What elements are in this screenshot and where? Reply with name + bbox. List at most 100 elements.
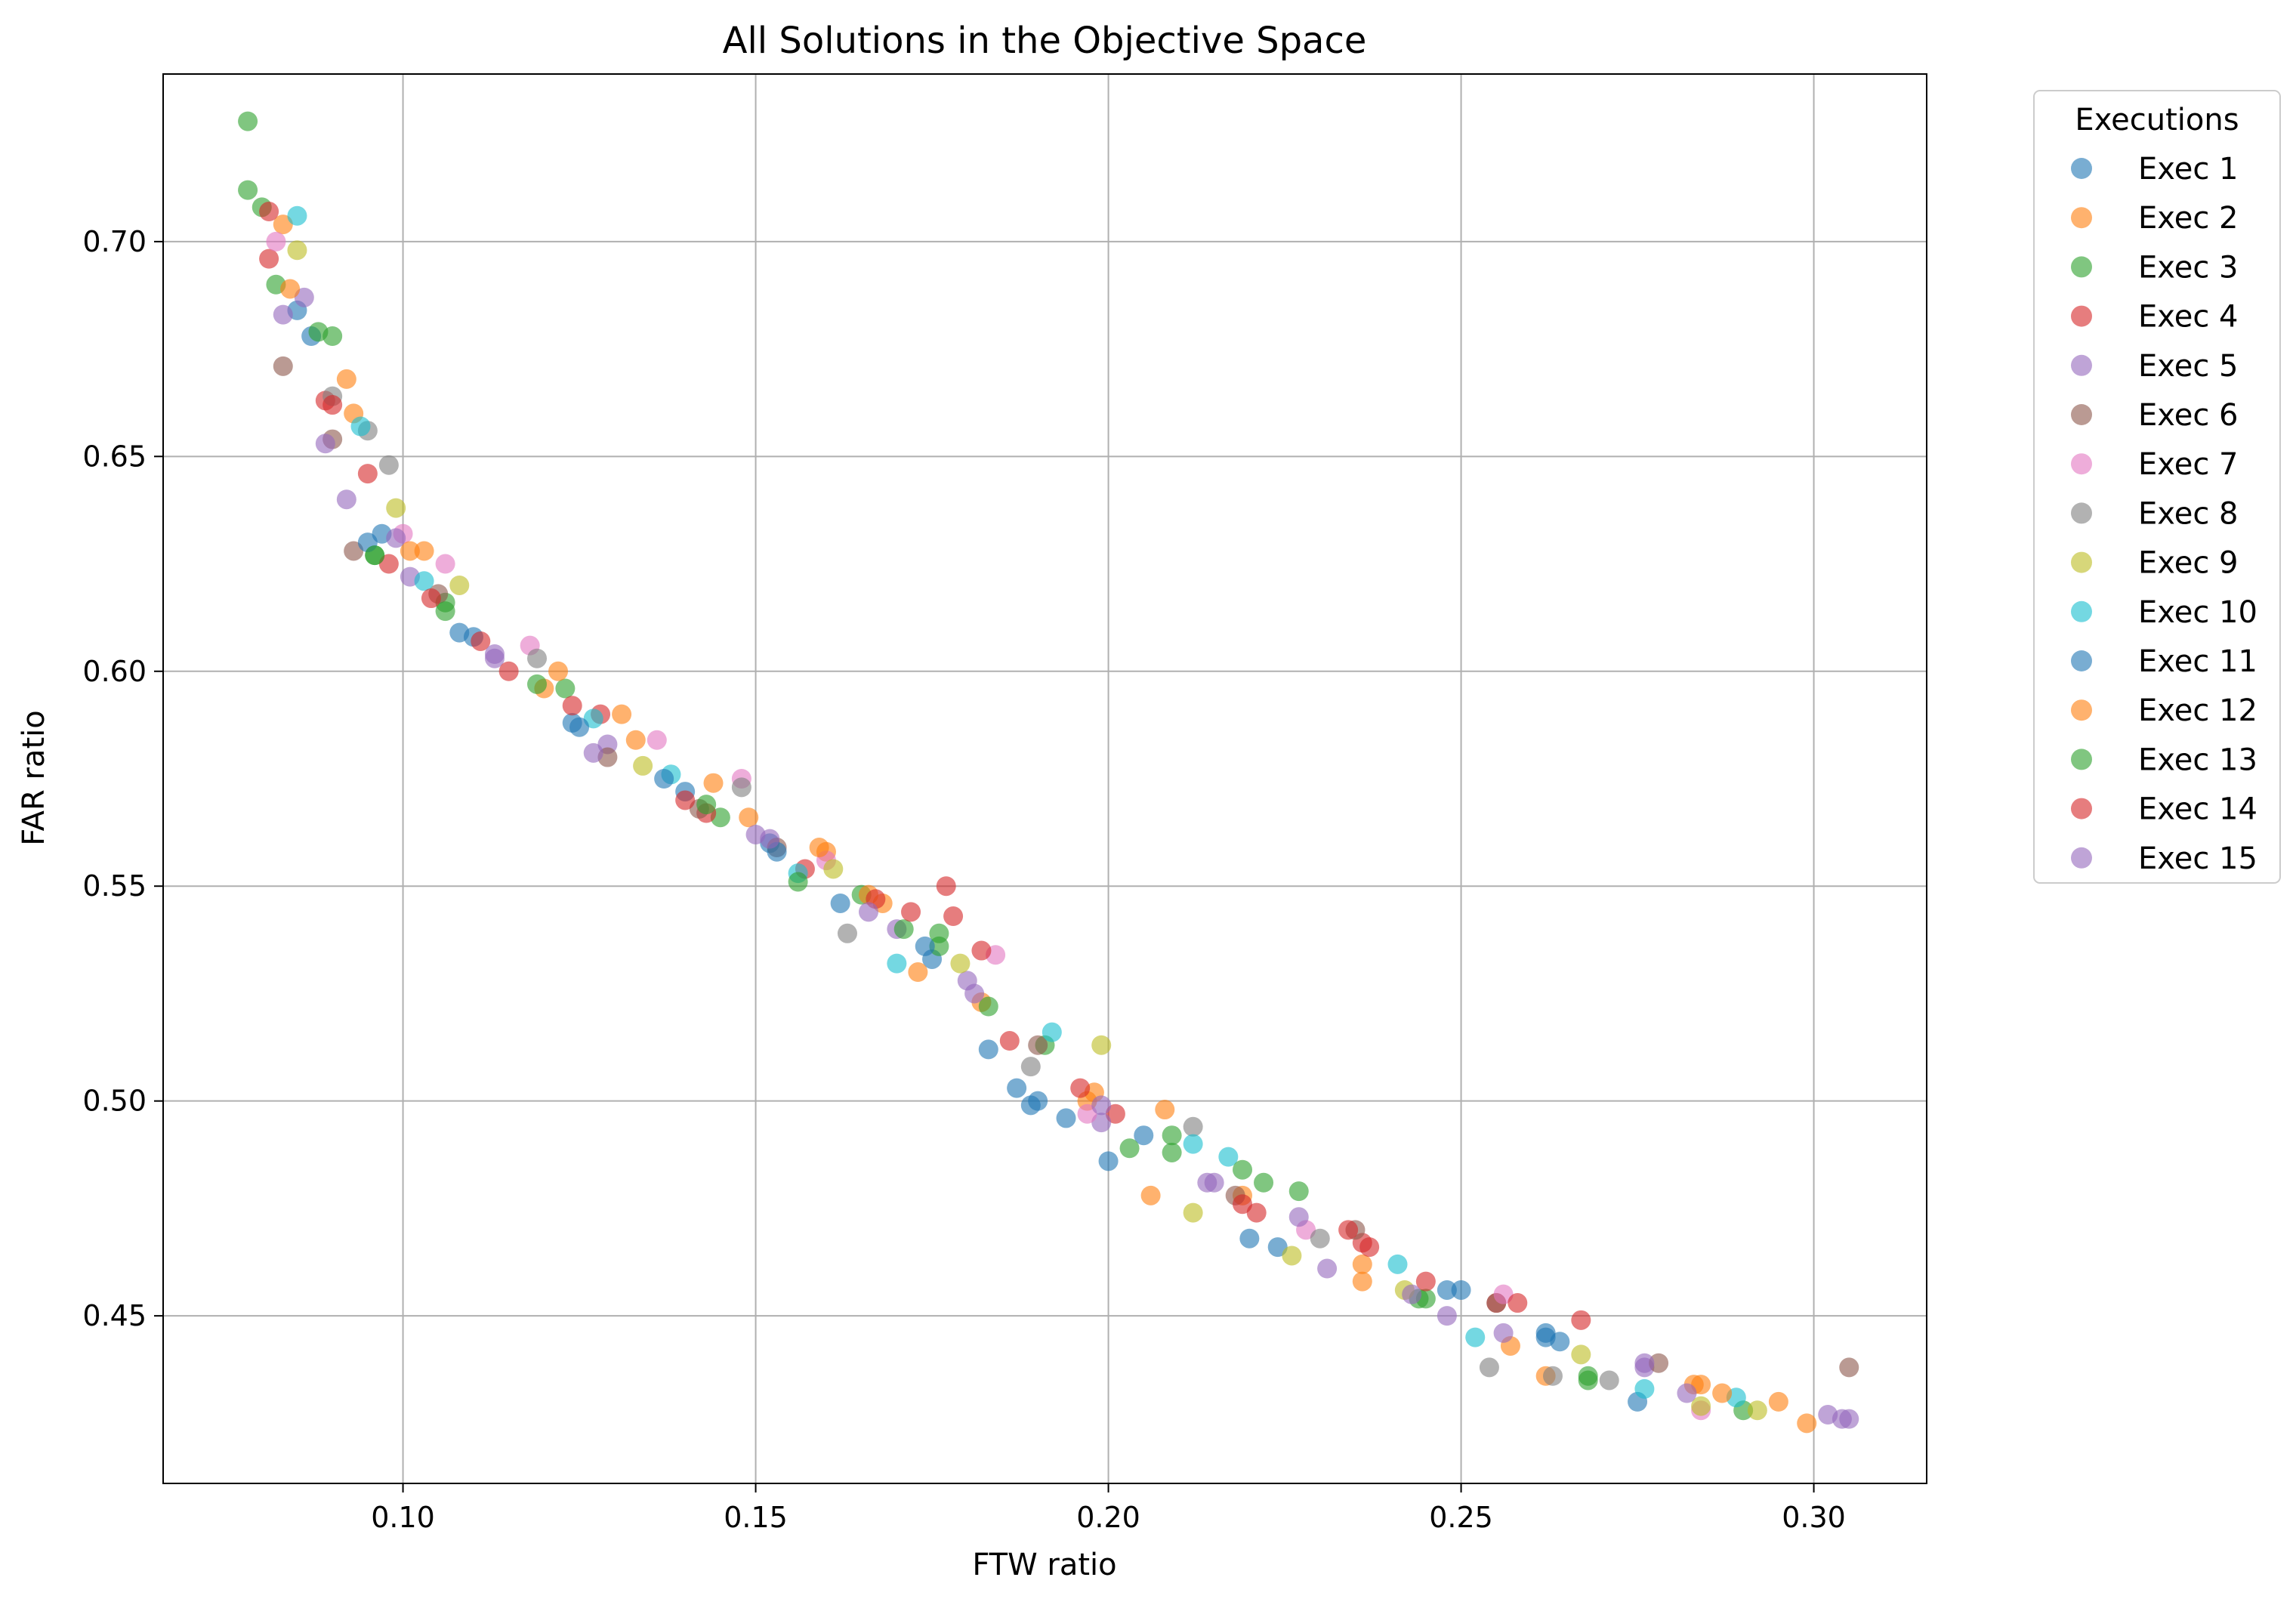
data-point — [1550, 1332, 1570, 1352]
data-point — [308, 322, 329, 342]
x-axis-label: FTW ratio — [972, 1548, 1116, 1582]
legend-label: Exec 1 — [2138, 152, 2238, 187]
data-point — [1028, 1035, 1048, 1055]
data-point — [999, 1031, 1020, 1051]
legend-marker — [2071, 305, 2092, 327]
data-point — [731, 777, 751, 798]
legend-label: Exec 2 — [2138, 201, 2238, 236]
data-point — [287, 240, 307, 261]
data-point — [1479, 1357, 1499, 1378]
data-point — [978, 1039, 998, 1060]
legend-marker — [2071, 847, 2092, 869]
data-point — [1105, 1103, 1125, 1124]
data-point — [739, 807, 759, 828]
data-point — [548, 661, 569, 681]
data-point — [322, 395, 343, 415]
data-point — [929, 923, 949, 943]
data-point — [788, 872, 808, 892]
data-point — [1768, 1391, 1788, 1412]
data-point — [1197, 1172, 1217, 1193]
data-point — [583, 708, 603, 729]
legend-label: Exec 9 — [2138, 546, 2238, 581]
legend-label: Exec 12 — [2138, 693, 2257, 728]
data-point — [1634, 1378, 1655, 1399]
legend-label: Exec 13 — [2138, 742, 2257, 777]
data-point — [421, 588, 441, 609]
series-14 — [259, 202, 1528, 1313]
data-point — [964, 983, 985, 1004]
data-point — [357, 464, 378, 484]
data-point — [1183, 1202, 1203, 1223]
data-point — [823, 859, 844, 879]
series-7 — [266, 231, 1711, 1421]
data-point — [287, 205, 307, 226]
series-6 — [273, 356, 1859, 1378]
data-point — [1797, 1413, 1817, 1434]
data-point — [484, 644, 505, 665]
y-tick-label: 0.60 — [82, 655, 147, 688]
y-tick-label: 0.50 — [82, 1085, 147, 1118]
legend-marker — [2071, 404, 2092, 425]
data-point — [654, 769, 674, 789]
data-point — [1359, 1237, 1380, 1258]
data-point — [612, 704, 632, 724]
legend-marker — [2071, 798, 2092, 820]
series-3 — [238, 111, 1754, 1421]
data-point — [1352, 1254, 1372, 1274]
y-axis: 0.45 0.50 0.55 0.60 0.65 0.70 — [82, 225, 163, 1332]
data-point — [386, 528, 406, 548]
data-point — [971, 940, 992, 961]
data-point — [435, 554, 455, 574]
legend-box — [2033, 90, 2281, 884]
data-point — [1649, 1353, 1669, 1373]
data-point — [1098, 1151, 1119, 1171]
data-point — [350, 416, 371, 437]
data-point — [1254, 1172, 1274, 1193]
data-point — [1832, 1409, 1852, 1429]
data-point — [435, 601, 455, 622]
data-point — [901, 902, 921, 922]
data-point — [809, 838, 829, 858]
legend-label: Exec 4 — [2138, 300, 2238, 335]
legend-marker — [2071, 600, 2092, 622]
data-point — [1119, 1138, 1140, 1159]
chart-title: All Solutions in the Objective Space — [723, 20, 1367, 62]
legend-marker — [2071, 256, 2092, 278]
data-point — [1288, 1181, 1309, 1202]
data-point — [1183, 1134, 1203, 1154]
y-tick-label: 0.70 — [82, 225, 147, 258]
data-point — [1155, 1100, 1175, 1120]
data-point — [1542, 1366, 1563, 1386]
legend-label: Exec 10 — [2138, 595, 2257, 630]
series-1 — [287, 300, 1648, 1412]
legend-marker — [2071, 158, 2092, 179]
data-point — [294, 287, 314, 307]
data-point — [1020, 1057, 1041, 1077]
data-point — [259, 248, 279, 269]
data-point — [1028, 1091, 1048, 1111]
data-point — [1451, 1279, 1471, 1300]
data-point — [1218, 1147, 1239, 1167]
data-point — [908, 962, 928, 983]
data-point — [238, 111, 258, 131]
legend-marker — [2071, 749, 2092, 770]
data-point — [1091, 1035, 1112, 1055]
data-point — [1239, 1228, 1260, 1249]
legend-label: Exec 6 — [2138, 398, 2238, 433]
data-point — [1091, 1113, 1112, 1133]
data-point — [378, 554, 399, 574]
legend-marker — [2071, 453, 2092, 475]
data-point — [498, 661, 519, 681]
data-point — [1267, 1237, 1288, 1258]
legend-label: Exec 5 — [2138, 349, 2238, 384]
series-9 — [287, 240, 1767, 1421]
data-point — [1091, 1095, 1112, 1116]
plot-frame — [162, 73, 1927, 1484]
data-point — [1634, 1353, 1655, 1373]
data-point — [1317, 1258, 1338, 1279]
data-point — [259, 202, 279, 222]
data-point — [1183, 1116, 1203, 1137]
legend-marker — [2071, 354, 2092, 376]
data-point — [1338, 1220, 1359, 1240]
